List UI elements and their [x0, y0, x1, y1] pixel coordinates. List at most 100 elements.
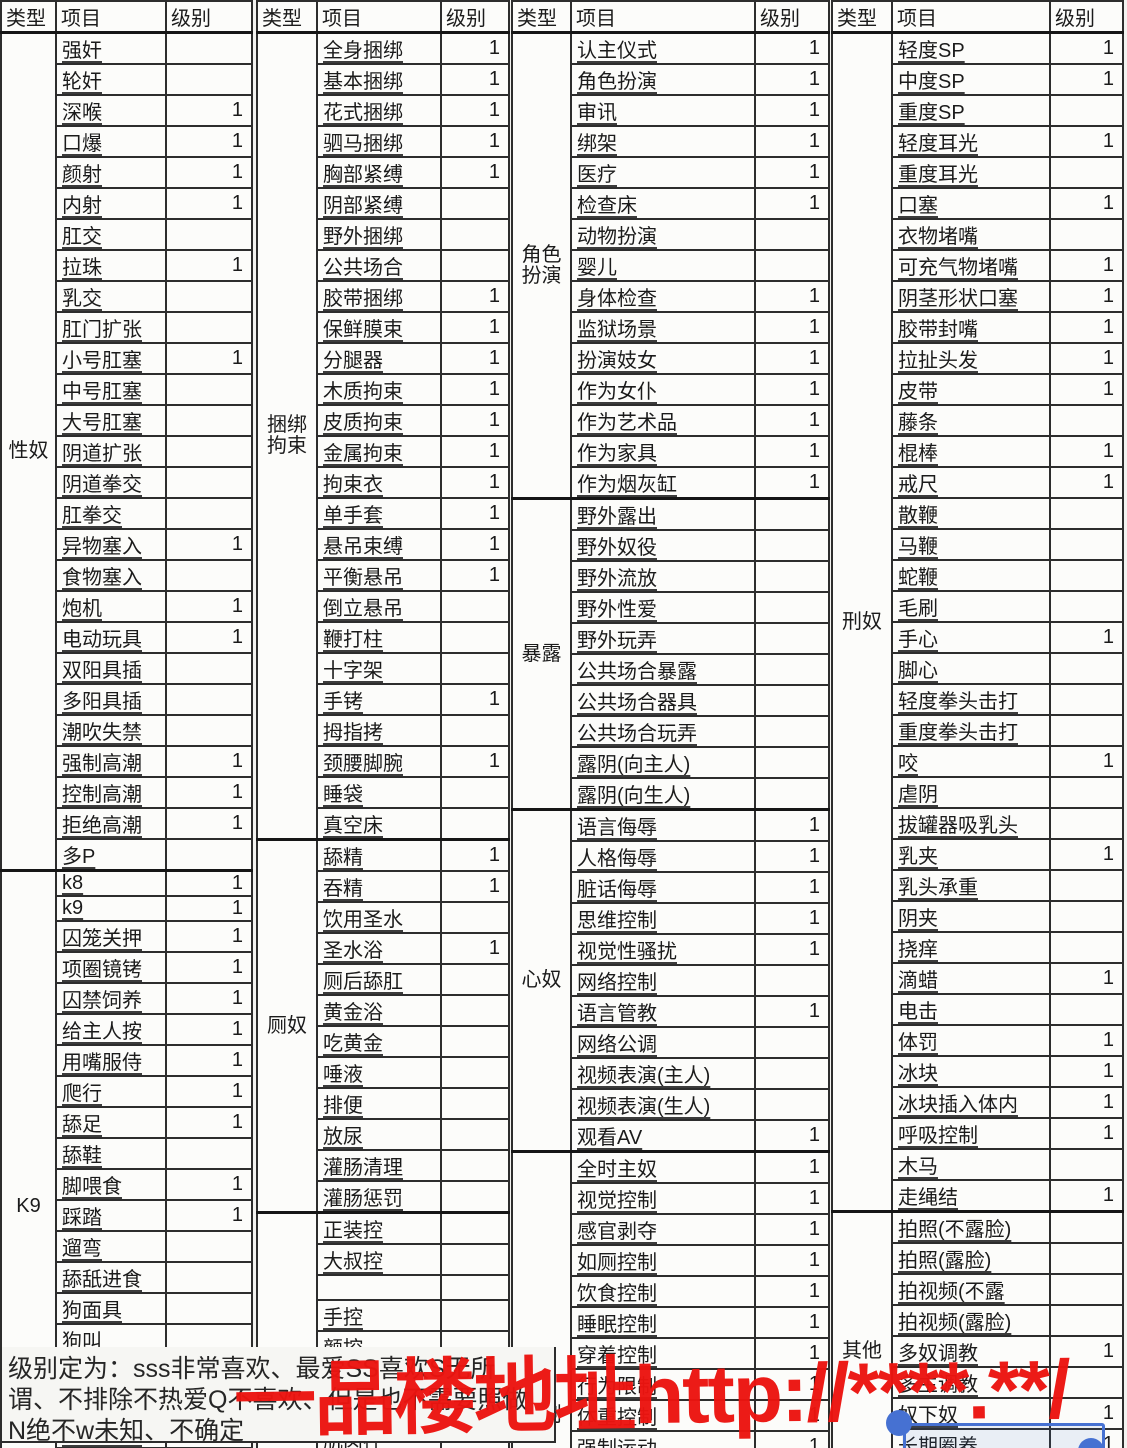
level-cell[interactable]: 1 — [1049, 621, 1124, 654]
level-cell[interactable] — [1049, 714, 1124, 747]
item-cell[interactable]: 手心 — [891, 621, 1051, 654]
item-cell[interactable]: 控制高潮 — [55, 776, 167, 809]
level-cell[interactable]: 1 — [1049, 435, 1124, 468]
item-cell[interactable]: 冰块 — [891, 1055, 1051, 1088]
item-cell[interactable]: 监狱场景 — [570, 311, 756, 344]
level-cell[interactable]: 1 — [165, 94, 253, 127]
level-cell[interactable]: 1 — [440, 435, 510, 468]
level-cell[interactable] — [165, 1292, 253, 1325]
item-cell[interactable]: 圣水浴 — [316, 932, 442, 965]
category-cell[interactable]: 刑奴 — [831, 31, 893, 1213]
item-cell[interactable]: 穿着控制 — [570, 1337, 756, 1370]
level-cell[interactable]: 1 — [754, 342, 830, 375]
item-cell[interactable]: 手控 — [316, 1299, 442, 1332]
level-cell[interactable]: 1 — [440, 373, 510, 406]
level-cell[interactable] — [165, 373, 253, 406]
item-cell[interactable]: 如厕控制 — [570, 1244, 756, 1277]
item-cell[interactable]: 驷马捆绑 — [316, 125, 442, 158]
level-cell[interactable]: 1 — [440, 125, 510, 158]
item-cell[interactable]: 内射 — [55, 187, 167, 220]
item-cell[interactable]: 感官剥夺 — [570, 1213, 756, 1246]
item-cell[interactable]: 木质拘束 — [316, 373, 442, 406]
level-cell[interactable]: 1 — [1049, 63, 1124, 96]
item-cell[interactable]: 重度SP — [891, 94, 1051, 127]
item-cell[interactable]: 作为家具 — [570, 435, 756, 468]
item-cell[interactable]: 睡袋 — [316, 776, 442, 809]
item-cell[interactable]: 挠痒 — [891, 931, 1051, 964]
category-cell[interactable]: 角色扮演 — [511, 31, 572, 500]
category-cell[interactable]: 捆绑拘束 — [256, 31, 318, 841]
item-cell[interactable]: 胶带捆绑 — [316, 280, 442, 313]
col-header-level[interactable]: 级别 — [754, 0, 830, 34]
item-cell[interactable]: 脚喂食 — [55, 1168, 167, 1201]
item-cell[interactable]: 分腿器 — [316, 342, 442, 375]
item-cell[interactable]: 作为女仆 — [570, 373, 756, 406]
level-cell[interactable]: 1 — [165, 590, 253, 623]
level-cell[interactable]: 1 — [1049, 373, 1124, 406]
level-cell[interactable]: 1 — [440, 528, 510, 561]
item-cell[interactable]: 拍照(露脸) — [891, 1242, 1051, 1275]
col-header-item[interactable]: 项目 — [891, 0, 1051, 34]
level-cell[interactable]: 1 — [440, 870, 510, 903]
item-cell[interactable]: 脏话侮辱 — [570, 871, 756, 904]
item-cell[interactable]: 正装控 — [316, 1211, 442, 1245]
level-cell[interactable]: 1 — [165, 249, 253, 282]
item-cell[interactable]: 阴茎形状口塞 — [891, 280, 1051, 313]
level-cell[interactable] — [440, 776, 510, 809]
level-cell[interactable]: 1 — [754, 1368, 830, 1401]
level-cell[interactable]: 1 — [754, 404, 830, 437]
item-cell[interactable]: 认主仪式 — [570, 31, 756, 65]
level-cell[interactable]: 1 — [754, 156, 830, 189]
item-cell[interactable]: 公共场合 — [316, 249, 442, 282]
level-cell[interactable] — [165, 311, 253, 344]
item-cell[interactable]: 轻度拳头击打 — [891, 683, 1051, 716]
level-cell[interactable]: 1 — [440, 683, 510, 716]
level-cell[interactable] — [165, 435, 253, 468]
level-cell[interactable]: 1 — [440, 311, 510, 344]
level-cell[interactable]: 1 — [754, 280, 830, 313]
level-cell[interactable] — [165, 683, 253, 716]
level-cell[interactable]: 1 — [754, 1182, 830, 1215]
item-cell[interactable]: 拘束衣 — [316, 466, 442, 499]
level-cell[interactable] — [1049, 559, 1124, 592]
item-cell[interactable]: 放尿 — [316, 1118, 442, 1151]
item-cell[interactable]: 露阴(向主人) — [570, 746, 756, 779]
level-cell[interactable]: 1 — [1049, 342, 1124, 375]
item-cell[interactable]: 电击 — [891, 993, 1051, 1026]
item-cell[interactable]: 保鲜膜束 — [316, 311, 442, 344]
level-cell[interactable]: 1 — [165, 1044, 253, 1077]
level-cell[interactable] — [754, 777, 830, 811]
level-cell[interactable] — [1049, 528, 1124, 561]
level-cell[interactable] — [754, 653, 830, 686]
cell-selection-rect[interactable] — [903, 1423, 1105, 1448]
level-cell[interactable]: 1 — [165, 951, 253, 984]
level-cell[interactable]: 1 — [754, 1213, 830, 1246]
level-cell[interactable]: 1 — [165, 1075, 253, 1108]
level-cell[interactable]: 1 — [165, 1106, 253, 1139]
level-cell[interactable] — [440, 1118, 510, 1151]
item-cell[interactable]: 多主调教 — [891, 1366, 1051, 1399]
item-cell[interactable]: 拇指拷 — [316, 714, 442, 747]
level-cell[interactable] — [440, 1180, 510, 1214]
level-cell[interactable]: 1 — [440, 31, 510, 65]
item-cell[interactable]: 舔精 — [316, 838, 442, 872]
level-cell[interactable]: 1 — [754, 125, 830, 158]
level-cell[interactable]: 1 — [754, 311, 830, 344]
level-cell[interactable]: 1 — [165, 745, 253, 778]
item-cell[interactable]: 睡眠控制 — [570, 1306, 756, 1339]
col-header-type[interactable]: 类型 — [256, 0, 318, 34]
item-cell[interactable]: 阴夹 — [891, 900, 1051, 933]
item-cell[interactable]: 悬吊束缚 — [316, 528, 442, 561]
level-cell[interactable] — [440, 1243, 510, 1276]
item-cell[interactable]: 十字架 — [316, 652, 442, 685]
level-cell[interactable] — [754, 591, 830, 624]
level-cell[interactable] — [1049, 404, 1124, 437]
level-cell[interactable] — [1049, 1366, 1124, 1399]
level-cell[interactable]: 1 — [1049, 125, 1124, 158]
level-cell[interactable] — [1049, 1273, 1124, 1306]
level-cell[interactable]: 1 — [165, 982, 253, 1015]
item-cell[interactable]: 角色扮演 — [570, 63, 756, 96]
level-cell[interactable] — [754, 1057, 830, 1090]
level-cell[interactable]: 1 — [754, 187, 830, 220]
level-cell[interactable]: 1 — [165, 1168, 253, 1201]
